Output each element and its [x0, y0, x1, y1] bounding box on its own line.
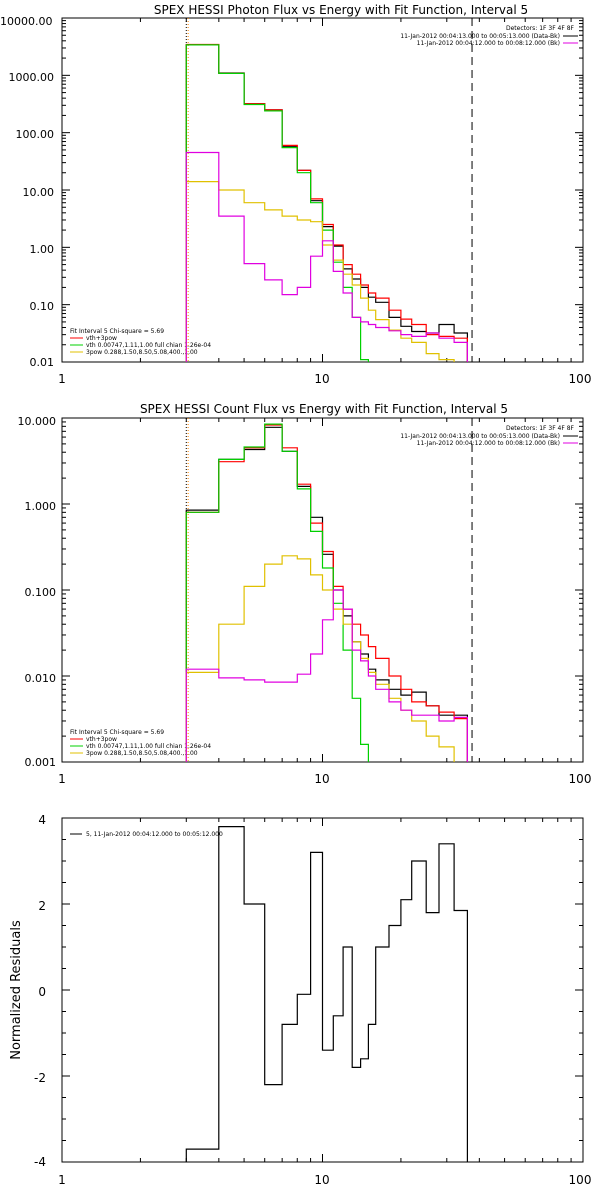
count-flux-xtick-label: 10	[314, 772, 329, 786]
photon-flux-vth3pow-label: vth+3pow	[86, 335, 117, 342]
count-flux-panel: SPEX HESSI Count Flux vs Energy with Fit…	[18, 402, 592, 786]
photon-flux-title: SPEX HESSI Photon Flux vs Energy with Fi…	[154, 3, 528, 17]
photon-flux-3pow-label: 3pow 0.288,1.50,8.50,5.08,400.,1.00	[86, 349, 198, 356]
photon-flux-ytick-label: 1.00	[30, 243, 55, 256]
count-flux-detectors-label: Detectors: 1F 3F 4F 8F	[506, 425, 575, 432]
photon-flux-ytick-label: 0.01	[30, 356, 55, 369]
count-flux-bk-interval-label: 11-Jan-2012 00:04:12.000 to 00:08:12.000…	[417, 440, 560, 447]
photon-flux-detectors-label: Detectors: 1F 3F 4F 8F	[506, 25, 575, 32]
photon-flux-magenta-series-line	[185, 151, 468, 362]
count-flux-vth-label: vth 0.00747,1.11,1.00 full chian 1.26e-0…	[86, 743, 211, 750]
count-flux-title: SPEX HESSI Count Flux vs Energy with Fit…	[140, 402, 508, 416]
residuals-panel: 4 2 0 -2 -4 Normalized Residuals 1 10 10…	[9, 813, 591, 1187]
residuals-legend: 5, 11-Jan-2012 00:04:12.000 to 00:05:12.…	[70, 831, 223, 838]
photon-flux-panel: SPEX HESSI Photon Flux vs Energy with Fi…	[0, 3, 591, 386]
count-flux-fit-info-label: Fit Interval 5 Chi-square = 5.69	[70, 729, 164, 736]
photon-flux-xtick-label: 100	[569, 372, 592, 386]
residuals-ytick-label: 0	[38, 985, 46, 999]
photon-flux-data-interval-label: 11-Jan-2012 00:04:13.000 to 00:05:13.000…	[400, 33, 560, 40]
residuals-legend-label: 5, 11-Jan-2012 00:04:12.000 to 00:05:12.…	[86, 831, 223, 838]
photon-flux-vth-label: vth 0.00747,1.11,1.00 full chian 1.26e-0…	[86, 342, 211, 349]
count-flux-3pow-label: 3pow 0.288,1.50,8.50,5.08,400.,1.00	[86, 750, 198, 757]
residuals-black-series-line	[185, 825, 468, 1162]
photon-flux-fit-legend: Fit Interval 5 Chi-square = 5.69 vth+3po…	[70, 328, 211, 356]
count-flux-magenta-series-line	[185, 589, 468, 762]
count-flux-ytick-label: 0.100	[25, 586, 57, 599]
photon-flux-ytick-label: 100.00	[16, 128, 55, 141]
count-flux-ytick-label: 1.000	[25, 500, 57, 513]
count-flux-vth3pow-label: vth+3pow	[86, 736, 117, 743]
count-flux-ytick-label: 0.001	[25, 756, 57, 769]
photon-flux-plot-marks	[61, 18, 583, 363]
count-flux-xtick-label: 1	[58, 772, 66, 786]
photon-flux-top-legend: Detectors: 1F 3F 4F 8F 11-Jan-2012 00:04…	[400, 25, 578, 47]
photon-flux-bk-interval-label: 11-Jan-2012 00:04:12.000 to 00:08:12.000…	[417, 40, 560, 47]
count-flux-ytick-label: 0.010	[25, 672, 57, 685]
residuals-ytick-label: -4	[34, 1155, 46, 1169]
residuals-plot-marks	[61, 817, 583, 1163]
residuals-y-axis-label: Normalized Residuals	[9, 920, 24, 1060]
residuals-ytick-label: -2	[34, 1071, 46, 1085]
photon-flux-xtick-label: 10	[314, 372, 329, 386]
photon-flux-yellow-series-line	[185, 181, 455, 362]
photon-flux-ytick-label: 10000.00	[0, 15, 53, 28]
photon-flux-ytick-label: 0.10	[30, 300, 55, 313]
photon-flux-ytick-label: 10.00	[23, 186, 55, 199]
photon-flux-xtick-label: 1	[58, 372, 66, 386]
residuals-xtick-label: 100	[569, 1173, 592, 1187]
photon-flux-fit-info-label: Fit Interval 5 Chi-square = 5.69	[70, 328, 164, 335]
count-flux-fit-legend: Fit Interval 5 Chi-square = 5.69 vth+3po…	[70, 729, 211, 757]
residuals-ytick-label: 4	[38, 813, 46, 827]
residuals-xtick-label: 1	[58, 1173, 66, 1187]
residuals-ytick-label: 2	[38, 899, 46, 913]
photon-flux-ytick-label: 1000.00	[9, 71, 55, 84]
residuals-xtick-label: 10	[314, 1173, 329, 1187]
count-flux-data-interval-label: 11-Jan-2012 00:04:13.000 to 00:05:13.000…	[400, 433, 560, 440]
count-flux-xtick-label: 100	[569, 772, 592, 786]
count-flux-plot-marks	[61, 418, 583, 763]
count-flux-green-series-line	[185, 423, 369, 762]
count-flux-top-legend: Detectors: 1F 3F 4F 8F 11-Jan-2012 00:04…	[400, 425, 578, 447]
count-flux-ytick-label: 10.000	[18, 415, 57, 428]
